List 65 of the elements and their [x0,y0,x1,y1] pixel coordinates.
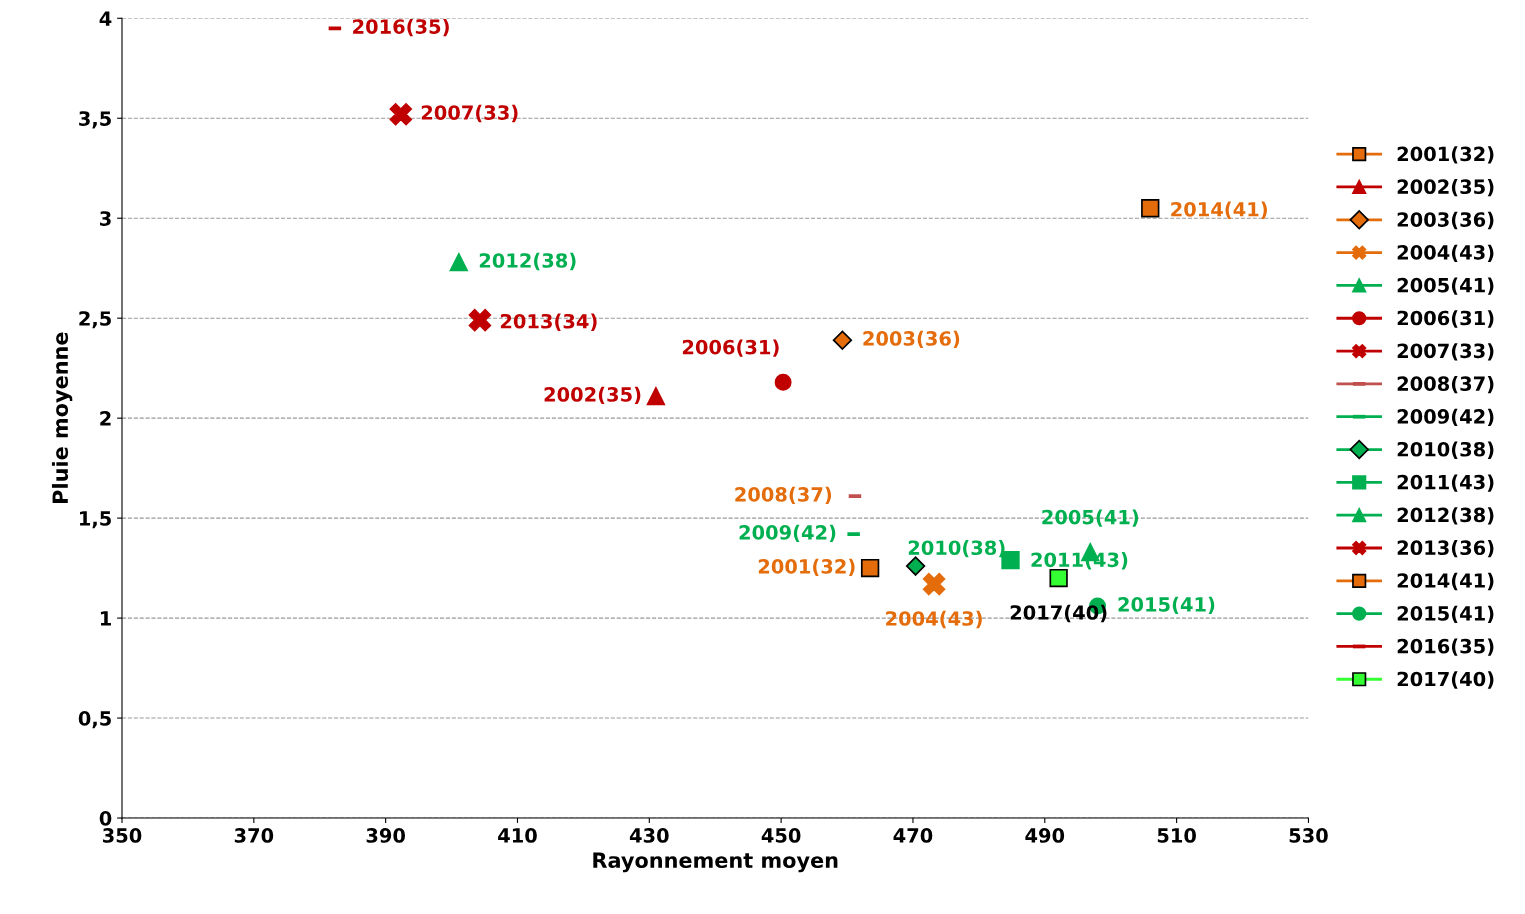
legend-label: 2011(43) [1397,474,1494,492]
legend-label: 2006(31) [1397,310,1494,328]
legend-label: 2002(35) [1397,179,1494,197]
y-tick-label: 3,5 [79,111,111,129]
x-tick-label: 390 [366,828,406,843]
point [922,572,946,596]
legend-label: 2010(38) [1397,441,1494,459]
x-tick-label: 490 [1025,828,1065,843]
y-tick-label: 1 [100,611,111,626]
annotation: 2003(36) [863,330,960,349]
point [832,330,853,350]
annotation: 2004(43) [886,610,982,629]
legend-label: 2004(43) [1397,244,1494,262]
x-tick-label: 370 [234,828,274,843]
y-tick-label: 0,5 [78,711,111,729]
legend-label: 2001(32) [1397,146,1494,164]
annotation: 2009(42) [739,524,836,543]
annotation: 2017(40) [1010,604,1107,623]
legend-label: 2007(33) [1397,343,1494,361]
y-tick-label: 1,5 [80,511,111,529]
legend-label: 2016(35) [1397,638,1494,656]
legend-label: 2015(41) [1397,605,1494,623]
annotation: 2006(31) [682,339,779,357]
point [860,558,880,578]
annotation: 2012(38) [479,252,576,271]
point [1141,199,1160,218]
annotation: 2007(33) [421,104,518,123]
annotation: 2005(41) [1042,509,1139,527]
annotation: 2008(37) [735,486,832,505]
legend-label: 2008(37) [1397,375,1494,394]
point [389,102,413,126]
annotation: 2001(32) [758,558,855,577]
legend-label: 2017(40) [1397,671,1494,689]
point [468,308,492,332]
y-tick-label: 3 [100,211,111,226]
legend-label: 2012(38) [1397,507,1494,525]
annotation: 2014(41) [1171,201,1267,219]
legend-label: 2009(42) [1397,408,1494,427]
annotation: 2002(35) [544,386,641,405]
x-tick-label: 430 [629,828,669,843]
point [774,373,792,391]
x-tick-label: 510 [1157,828,1196,843]
point [646,386,666,406]
x-tick-label: 410 [498,828,537,843]
x-tick-label: 450 [761,828,801,843]
legend-label: 2013(36) [1397,540,1494,558]
point [1049,568,1068,588]
point [905,556,926,576]
point [449,253,468,272]
annotation: 2015(41) [1118,596,1215,615]
x-tick-label: 530 [1289,828,1328,843]
annotation: 2016(35) [353,18,449,37]
legend-label: 2003(36) [1397,211,1494,230]
y-tick-label: 2,5 [79,311,111,329]
annotation: 2010(38) [908,540,1005,558]
x-tick-label: 470 [893,828,933,843]
legend-label: 2005(41) [1397,277,1494,295]
annotation: 2013(34) [500,313,597,331]
y-tick-label: 2 [100,411,111,426]
x-tick-label: 350 [103,828,142,843]
y-tick-label: 4 [99,11,112,26]
y-tick-label: 0 [99,810,112,826]
legend-label: 2014(41) [1397,572,1494,591]
y-axis-title: Pluie moyenne [51,332,73,503]
x-axis-title: Rayonnement moyen [593,852,838,873]
